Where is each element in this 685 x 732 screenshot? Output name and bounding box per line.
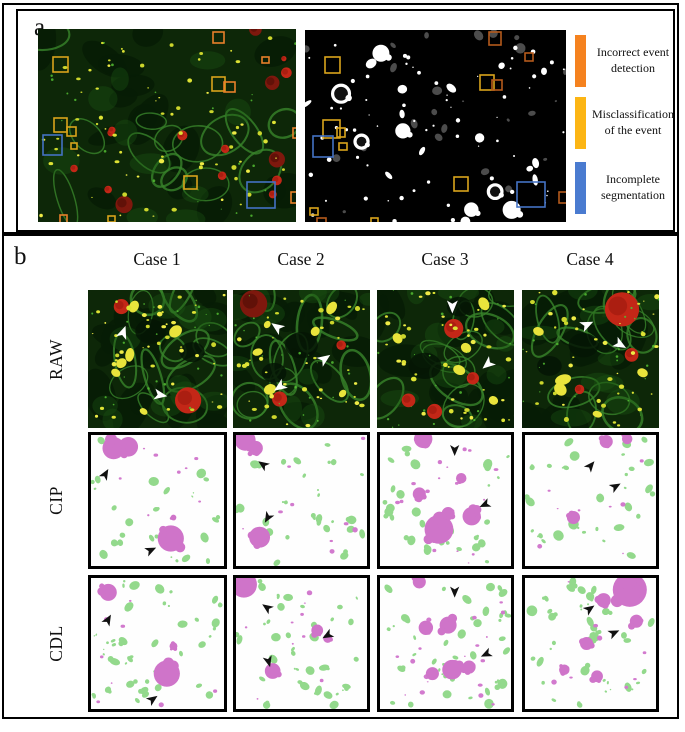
annotation-box-gold — [336, 127, 346, 138]
case-header-2: Case 2 — [277, 249, 325, 269]
annotation-box-gold — [322, 119, 341, 139]
legend-item-incomplete-segmentation: Incomplete segmentation — [575, 162, 675, 214]
annotation-box-darkorange — [316, 217, 327, 222]
legend-item-misclassification: Misclassification of the event — [575, 97, 675, 149]
row-label-raw: RAW — [45, 338, 66, 380]
legend-label: Incorrect event detection — [596, 45, 670, 75]
cdl-case-2-image — [233, 575, 370, 712]
annotation-box-gold — [183, 175, 198, 190]
annotation-box-gold — [309, 207, 319, 216]
fluorescence-image — [38, 29, 296, 222]
row-label-cdl: CDL — [45, 625, 66, 662]
case-header-1: Case 1 — [133, 249, 181, 269]
cip-case-3-image — [377, 432, 514, 569]
annotation-box-darkorange — [491, 79, 503, 91]
panel-a-label: a — [34, 14, 46, 41]
row-label-cip: CIP — [45, 486, 66, 515]
cdl-case-3-image — [377, 575, 514, 712]
case-header-4: Case 4 — [566, 249, 614, 269]
annotation-box-orange — [292, 127, 296, 139]
raw-case-3-image — [377, 290, 514, 428]
annotation-box-gold — [453, 176, 469, 192]
annotation-box-blue — [246, 181, 276, 209]
raw-case-4-image — [522, 290, 659, 428]
annotation-box-orange — [59, 214, 68, 222]
annotation-box-blue — [42, 134, 63, 156]
legend-color-bar-blue — [575, 162, 586, 214]
annotation-box-darkorange — [558, 191, 566, 204]
panel-a: a Incorrect event detection Misclassific… — [16, 9, 675, 232]
panel-b: b Case 1 Case 2 Case 3 Case 4 RAW CIP CD… — [2, 236, 681, 722]
legend-item-incorrect-detection: Incorrect event detection — [575, 35, 675, 87]
legend-color-bar-orange — [575, 35, 586, 87]
annotation-box-orange — [223, 81, 236, 93]
annotation-box-blue — [516, 181, 546, 208]
legend-label: Misclassification of the event — [592, 107, 674, 137]
annotation-box-blue — [312, 135, 334, 158]
raw-case-1-image — [88, 290, 227, 428]
case-header-3: Case 3 — [421, 249, 469, 269]
figure-outer-border — [2, 3, 679, 719]
segmentation-mask-image — [305, 30, 566, 222]
annotation-box-gold — [52, 56, 69, 73]
panel-divider — [2, 232, 679, 236]
annotation-box-orange — [290, 191, 296, 204]
legend-label: Incomplete segmentation — [601, 172, 665, 202]
annotation-box-gold — [479, 74, 495, 91]
cip-case-4-image — [522, 432, 659, 569]
cdl-case-4-image — [522, 575, 659, 712]
annotation-box-orange — [261, 56, 270, 64]
annotation-box-gold — [338, 142, 348, 151]
annotation-box-gold — [70, 142, 78, 150]
annotation-box-gold — [211, 76, 226, 92]
annotation-box-gold — [107, 215, 116, 222]
annotation-box-gold — [370, 217, 379, 222]
annotation-box-darkorange — [488, 31, 502, 46]
raw-case-2-image — [233, 290, 370, 428]
annotation-box-darkorange — [524, 52, 534, 62]
cdl-case-1-image — [88, 575, 227, 712]
annotation-box-gold — [53, 117, 68, 133]
legend-color-bar-yellow — [575, 97, 586, 149]
panel-b-label: b — [14, 243, 27, 270]
cip-case-1-image — [88, 432, 227, 569]
annotation-box-gold — [324, 56, 341, 74]
annotation-box-gold — [66, 126, 77, 137]
annotation-box-orange — [212, 31, 225, 44]
cip-case-2-image — [233, 432, 370, 569]
